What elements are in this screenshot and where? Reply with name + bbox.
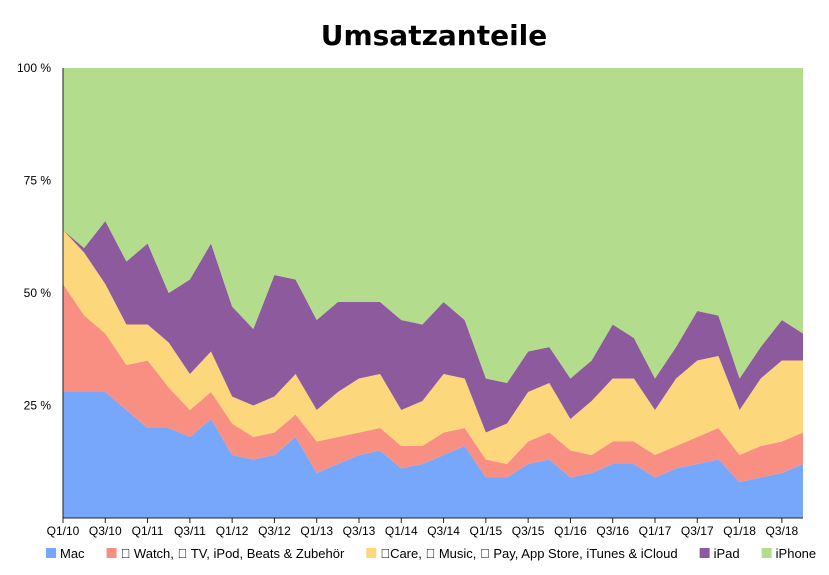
y-tick-label: 25 %: [24, 399, 52, 413]
x-tick-label: Q3/14: [427, 524, 460, 538]
chart-title: Umsatzanteile: [321, 19, 548, 52]
legend-label-0: Mac: [60, 546, 85, 561]
x-tick-label: Q1/17: [639, 524, 672, 538]
x-tick-label: Q3/18: [766, 524, 799, 538]
legend-label-2: Care,  Music,  Pay, App Store, iTunes…: [380, 546, 677, 561]
legend-swatch-2: [366, 548, 377, 558]
x-tick-label: Q1/13: [300, 524, 333, 538]
x-tick-label: Q3/13: [343, 524, 376, 538]
area-series-0: [63, 392, 803, 518]
area-series-2: [63, 230, 803, 464]
x-tick-label: Q3/12: [258, 524, 291, 538]
legend: Mac  Watch,  TV, iPod, Beats & Zubehör …: [46, 546, 816, 561]
y-tick-label: 75 %: [24, 174, 52, 188]
area-series-4: [63, 68, 803, 383]
x-tick-label: Q1/18: [723, 524, 756, 538]
legend-swatch-0: [46, 548, 56, 558]
plot-area: [63, 68, 803, 518]
x-tick-label: Q1/10: [47, 524, 80, 538]
x-tick-label: Q1/14: [385, 524, 418, 538]
x-tick-label: Q1/16: [554, 524, 587, 538]
x-tick-label: Q3/15: [512, 524, 545, 538]
x-tick-label: Q3/16: [596, 524, 629, 538]
legend-swatch-4: [761, 548, 772, 558]
legend-label-3: iPad: [714, 546, 740, 561]
legend-swatch-3: [699, 548, 710, 558]
x-tick-label: Q1/11: [132, 524, 164, 538]
x-tick-label: Q1/12: [216, 524, 249, 538]
x-tick-label: Q3/17: [681, 524, 714, 538]
area-series-3: [63, 221, 803, 433]
legend-label-1:  Watch,  TV, iPod, Beats & Zubehör: [121, 546, 345, 561]
x-tick-label: Q3/11: [174, 524, 206, 538]
axes: 100 % 75 % 50 % 25 % Q1/10 Q3/10 Q1/11 Q3/11 Q1/…: [17, 61, 803, 538]
legend-swatch-1: [106, 548, 117, 558]
legend-label-4: iPhone: [776, 546, 816, 561]
y-tick-label: 100 %: [17, 61, 51, 75]
x-tick-label: Q3/10: [89, 524, 122, 538]
x-tick-label: Q1/15: [470, 524, 503, 538]
y-tick-label: 50 %: [24, 286, 52, 300]
area-series-1: [63, 284, 803, 482]
